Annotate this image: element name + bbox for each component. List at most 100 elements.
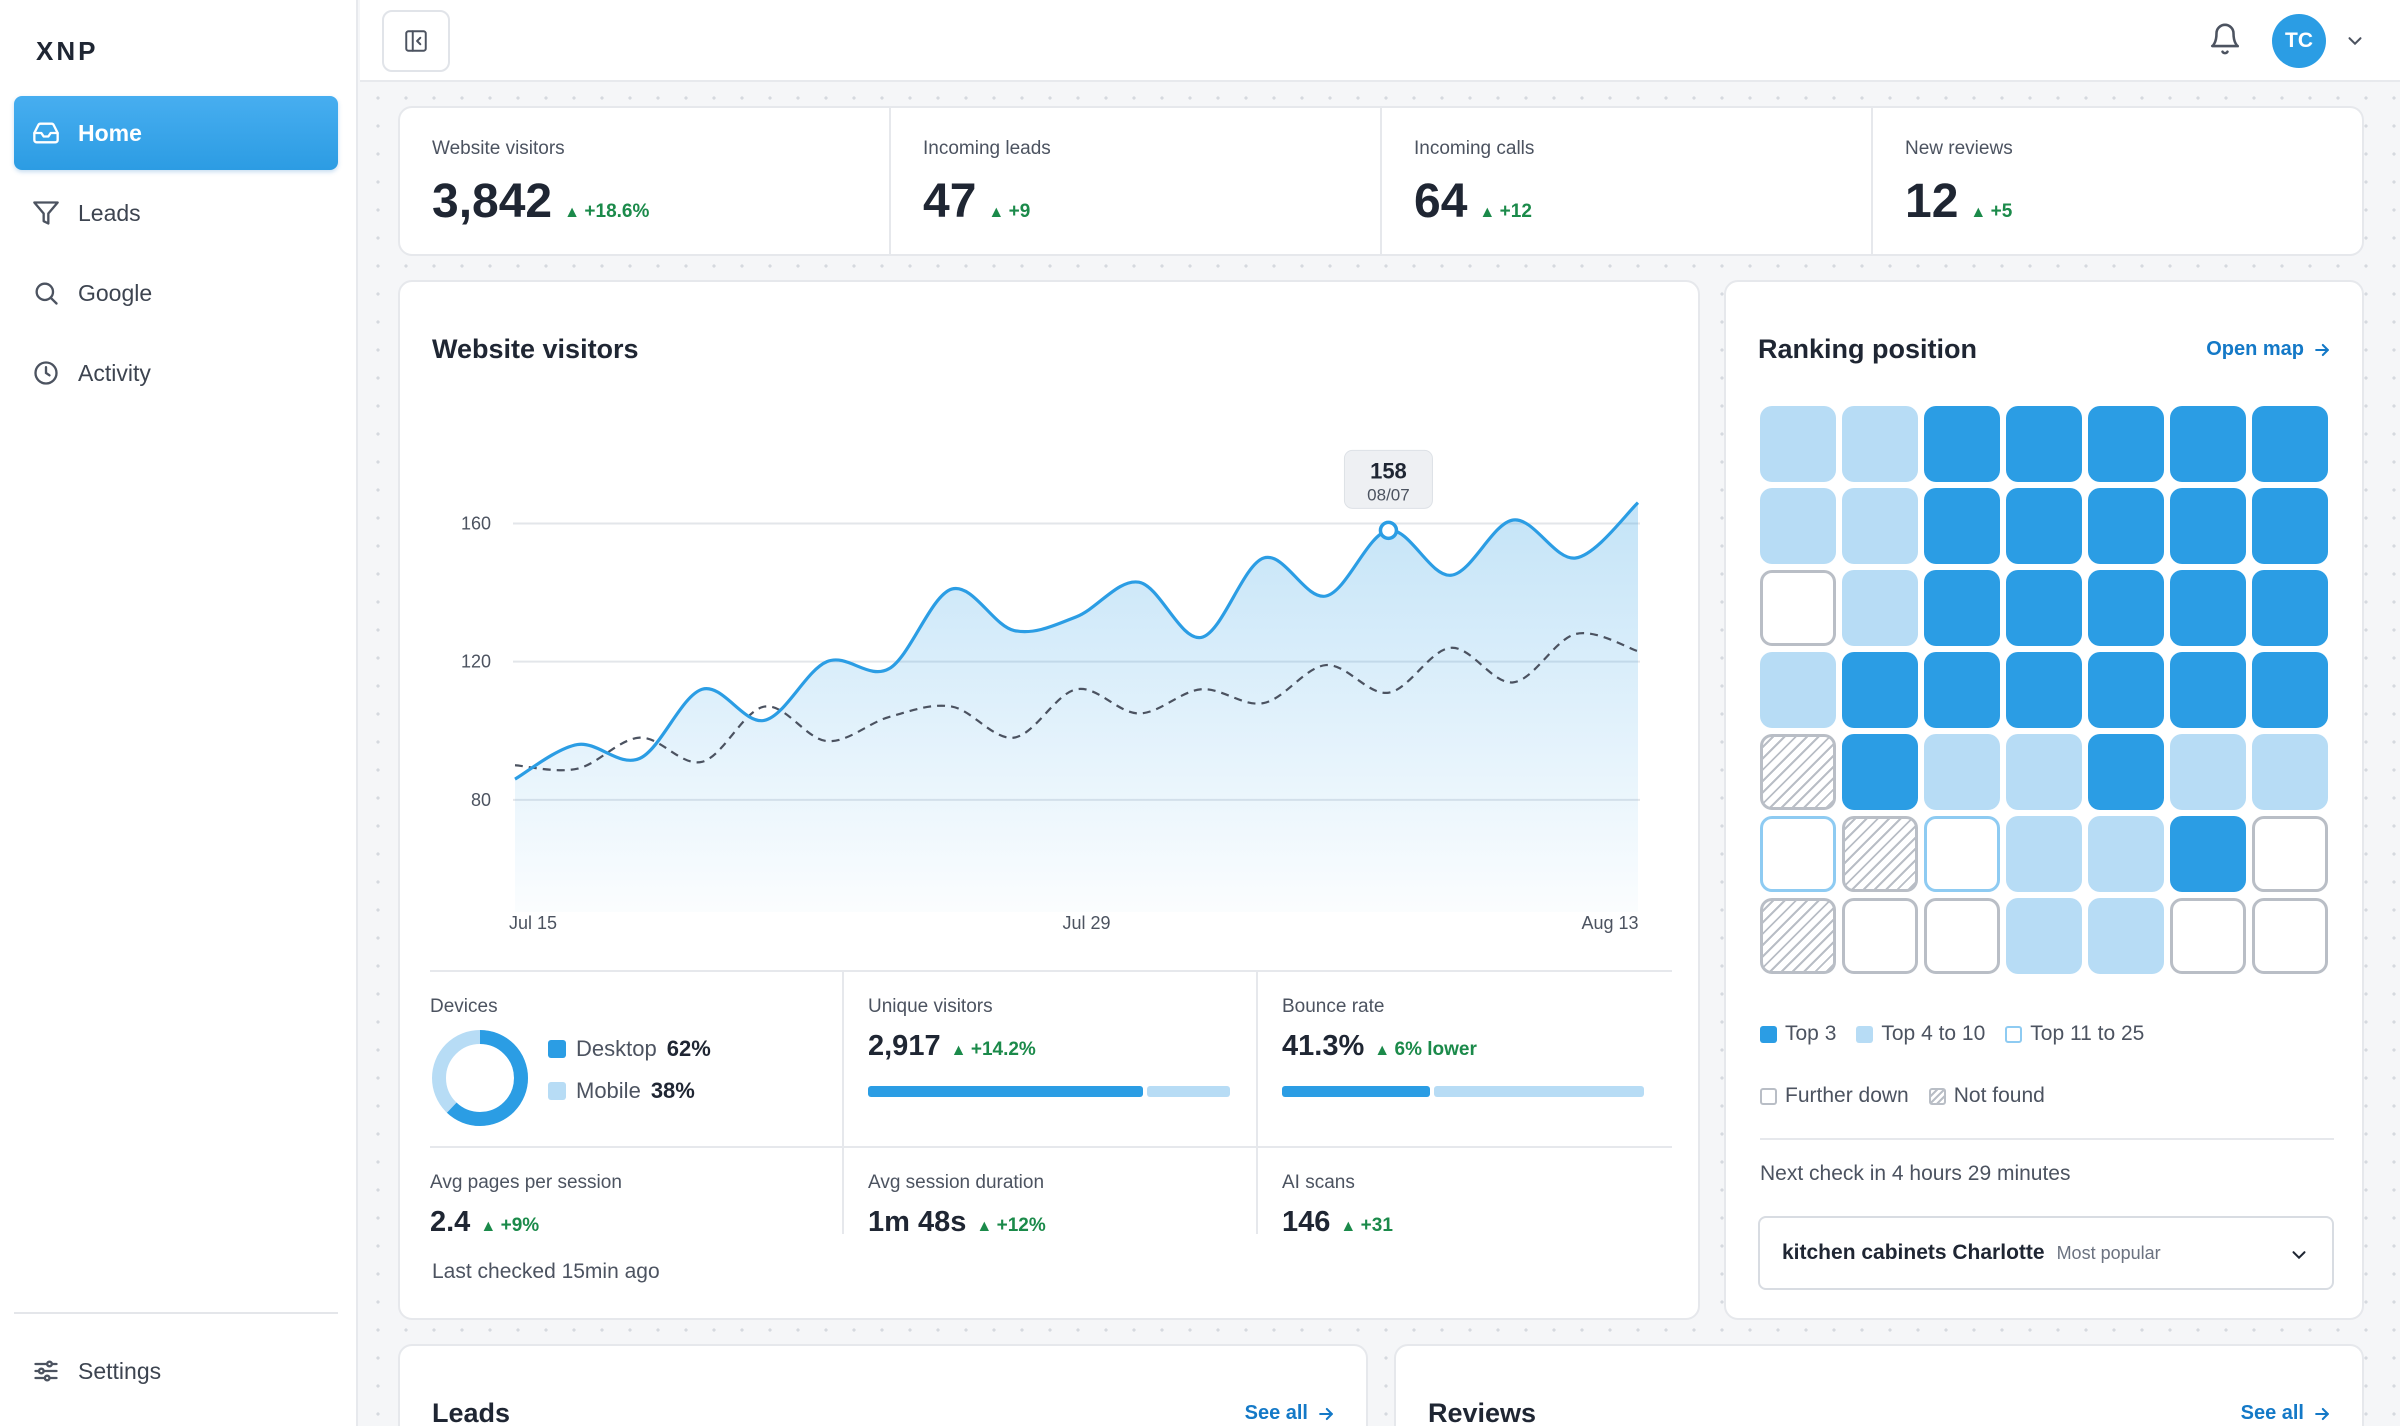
tooltip-box bbox=[1343, 449, 1433, 509]
bell-icon[interactable] bbox=[2208, 22, 2242, 56]
rank-cell-top3[interactable] bbox=[2252, 406, 2328, 482]
see-all-reviews-link[interactable]: See all bbox=[2241, 1402, 2332, 1425]
rank-cell-top10[interactable] bbox=[2006, 816, 2082, 892]
stat-label: Website visitors bbox=[432, 138, 565, 159]
rank-cell-top3[interactable] bbox=[1842, 734, 1918, 810]
card-title: Website visitors bbox=[432, 334, 639, 364]
rank-cell-top3[interactable] bbox=[2006, 652, 2082, 728]
app-logo[interactable]: XNP bbox=[36, 36, 99, 66]
series-area bbox=[515, 502, 1638, 912]
avatar[interactable]: TC bbox=[2272, 14, 2326, 68]
desktop-swatch bbox=[548, 1040, 566, 1058]
rank-cell-top25[interactable] bbox=[1760, 816, 1836, 892]
series-line-dashed bbox=[514, 632, 1639, 772]
stat-delta: +9 bbox=[988, 201, 1031, 223]
see-all-label: See all bbox=[2240, 1402, 2304, 1424]
stat-new-reviews[interactable]: New reviews 12 +5 bbox=[1873, 108, 2362, 254]
sidebar-item-activity[interactable]: Activity bbox=[14, 336, 338, 410]
rank-cell-top3[interactable] bbox=[2170, 652, 2246, 728]
rank-cell-top3[interactable] bbox=[1924, 652, 2000, 728]
rank-cell-notfound[interactable] bbox=[1760, 898, 1836, 974]
open-map-link[interactable]: Open map bbox=[2206, 338, 2332, 361]
rank-cell-top3[interactable] bbox=[2170, 570, 2246, 646]
last-checked: Last checked 15min ago bbox=[432, 1260, 660, 1283]
collapse-sidebar-button[interactable] bbox=[382, 10, 450, 72]
rank-cell-top10[interactable] bbox=[2088, 816, 2164, 892]
stat-label: Incoming leads bbox=[923, 138, 1051, 159]
stat-website-visitors[interactable]: Website visitors 3,842 +18.6% bbox=[400, 108, 891, 254]
sidebar: XNP Home Leads Google Activity Settings bbox=[0, 0, 358, 1426]
legend-value: 38% bbox=[650, 1078, 695, 1103]
metric-value: 146 bbox=[1282, 1206, 1331, 1238]
divider bbox=[1256, 972, 1258, 1234]
card-title: Ranking position bbox=[1758, 334, 1977, 364]
rank-cell-top3[interactable] bbox=[2170, 816, 2246, 892]
rank-cell-top3[interactable] bbox=[1924, 488, 2000, 564]
rank-cell-further[interactable] bbox=[1924, 898, 2000, 974]
rank-cell-top3[interactable] bbox=[2088, 570, 2164, 646]
sidebar-item-leads[interactable]: Leads bbox=[14, 176, 338, 250]
unique-visitors-metric: Unique visitors 2,917 +14.2% bbox=[868, 972, 1238, 1063]
visitors-chart[interactable]: 80 120 160 Jul 15 Jul 29 Aug 13 158 08/07 bbox=[400, 282, 1702, 962]
rank-cell-top3[interactable] bbox=[2170, 488, 2246, 564]
rank-cell-top25[interactable] bbox=[1924, 816, 2000, 892]
stat-delta: +12 bbox=[1479, 201, 1532, 223]
rank-cell-notfound[interactable] bbox=[1760, 734, 1836, 810]
rank-cell-top10[interactable] bbox=[1924, 734, 2000, 810]
metric-delta: +9% bbox=[480, 1215, 540, 1237]
rank-cell-further[interactable] bbox=[2170, 898, 2246, 974]
rank-cell-top3[interactable] bbox=[2006, 406, 2082, 482]
y-tick-label: 120 bbox=[461, 652, 491, 672]
rank-cell-further[interactable] bbox=[2252, 816, 2328, 892]
see-all-leads-link[interactable]: See all bbox=[1245, 1402, 1336, 1425]
chevron-down-icon[interactable] bbox=[2344, 30, 2366, 52]
highlight-point bbox=[1378, 520, 1399, 541]
rank-cell-top10[interactable] bbox=[2088, 898, 2164, 974]
metric-delta: 6% lower bbox=[1374, 1039, 1477, 1061]
rank-cell-top10[interactable] bbox=[2252, 734, 2328, 810]
rank-cell-further[interactable] bbox=[1842, 898, 1918, 974]
stat-incoming-calls[interactable]: Incoming calls 64 +12 bbox=[1382, 108, 1873, 254]
arrow-right-icon bbox=[2315, 1407, 2329, 1420]
legend-label: Not found bbox=[1953, 1084, 2045, 1107]
rank-cell-top3[interactable] bbox=[2006, 570, 2082, 646]
rank-cell-top10[interactable] bbox=[2170, 734, 2246, 810]
rank-cell-top3[interactable] bbox=[2170, 406, 2246, 482]
sidebar-item-google[interactable]: Google bbox=[14, 256, 338, 330]
rank-cell-top10[interactable] bbox=[2006, 898, 2082, 974]
rank-cell-top10[interactable] bbox=[2006, 734, 2082, 810]
rank-cell-top10[interactable] bbox=[1760, 652, 1836, 728]
keyword-sub: Most popular bbox=[2056, 1242, 2161, 1263]
rank-cell-top10[interactable] bbox=[1842, 570, 1918, 646]
legend-value: 62% bbox=[666, 1036, 711, 1061]
stat-incoming-leads[interactable]: Incoming leads 47 +9 bbox=[891, 108, 1382, 254]
rank-cell-top3[interactable] bbox=[2252, 488, 2328, 564]
rank-cell-top3[interactable] bbox=[1842, 652, 1918, 728]
rank-cell-top3[interactable] bbox=[1924, 406, 2000, 482]
rank-cell-top3[interactable] bbox=[1924, 570, 2000, 646]
devices-metric: Devices Desktop 62% Mobile 38% bbox=[430, 972, 830, 1126]
sidebar-item-settings[interactable]: Settings bbox=[14, 1334, 338, 1408]
keyword-select[interactable]: kitchen cabinets Charlotte Most popular bbox=[1758, 1216, 2334, 1290]
rank-cell-top3[interactable] bbox=[2088, 652, 2164, 728]
legend-label: Top 3 bbox=[1785, 1022, 1837, 1045]
rank-cell-top10[interactable] bbox=[1760, 406, 1836, 482]
rank-cell-top10[interactable] bbox=[1842, 406, 1918, 482]
rank-cell-top3[interactable] bbox=[2006, 488, 2082, 564]
rank-cell-top3[interactable] bbox=[2088, 734, 2164, 810]
open-map-label: Open map bbox=[2206, 338, 2304, 360]
devices-donut[interactable] bbox=[430, 1028, 530, 1128]
rank-cell-top10[interactable] bbox=[1842, 488, 1918, 564]
rank-cell-top3[interactable] bbox=[2252, 570, 2328, 646]
rank-cell-top3[interactable] bbox=[2252, 652, 2328, 728]
rank-cell-further[interactable] bbox=[2252, 898, 2328, 974]
x-tick-label: Aug 13 bbox=[1581, 913, 1638, 933]
rank-cell-further[interactable] bbox=[1760, 570, 1836, 646]
sidebar-item-home[interactable]: Home bbox=[14, 96, 338, 170]
reviews-card: Reviews See all bbox=[1394, 1344, 2364, 1426]
rank-cell-top3[interactable] bbox=[2088, 488, 2164, 564]
rank-cell-top10[interactable] bbox=[1760, 488, 1836, 564]
arrow-right-icon bbox=[2315, 343, 2329, 356]
rank-cell-top3[interactable] bbox=[2088, 406, 2164, 482]
rank-cell-notfound[interactable] bbox=[1842, 816, 1918, 892]
